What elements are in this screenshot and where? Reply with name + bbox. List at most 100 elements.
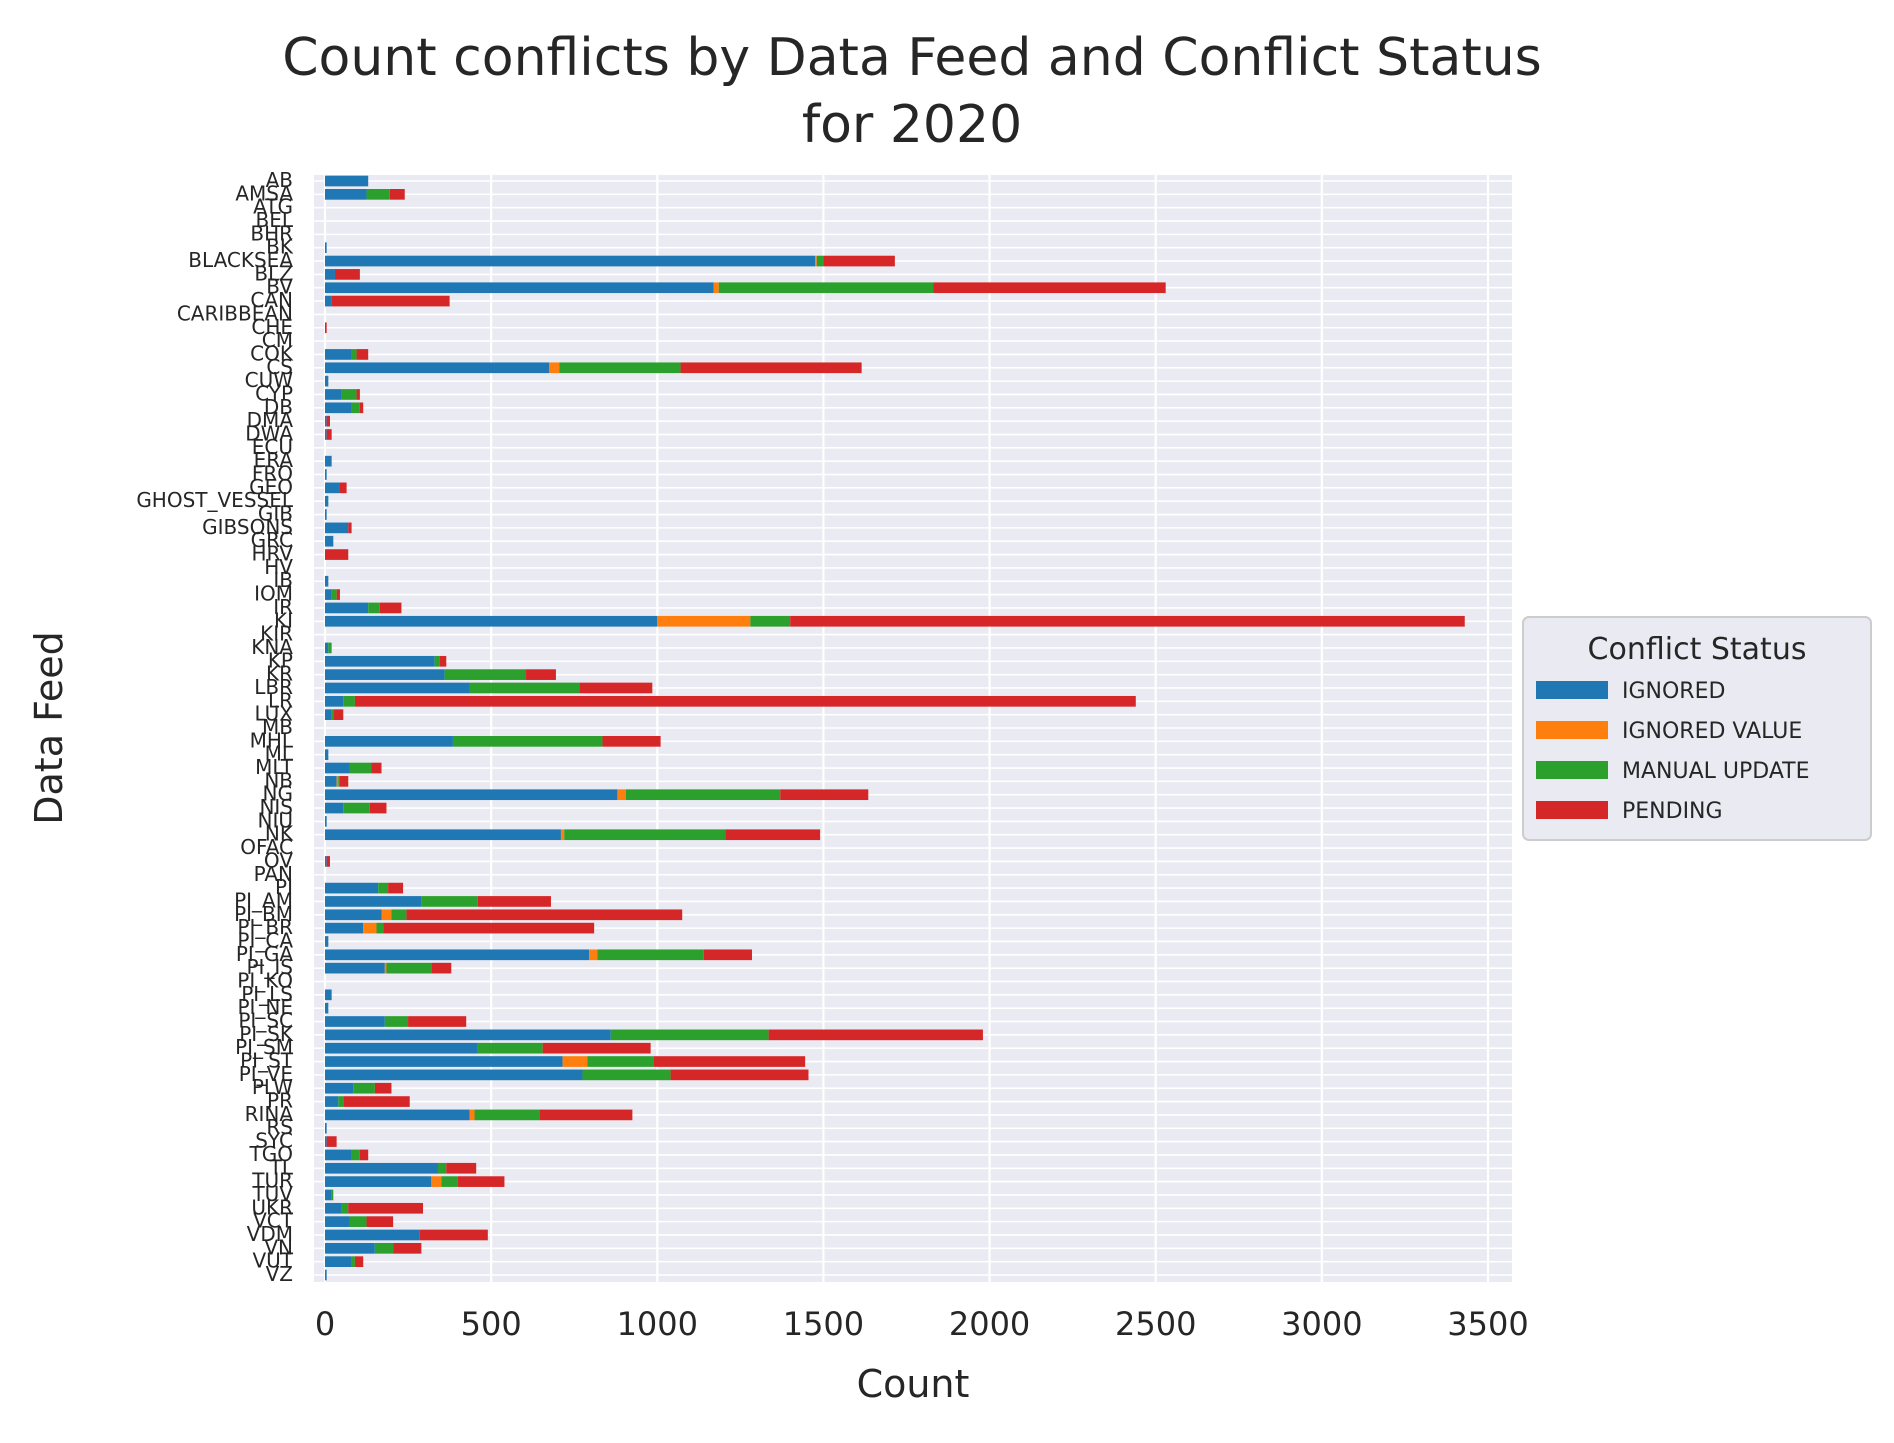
y-tick-label: PI_VE [239,1062,293,1086]
y-tick-label: GIB [258,502,293,526]
y-tick-label: PI_BR [237,915,293,939]
bar-pending [579,682,653,694]
bar-manual-update [437,1162,447,1174]
bar-pending [790,615,1465,627]
bar-ignored [325,776,337,787]
legend-items: IGNORED IGNORED VALUE MANUAL UPDATE PENDING [1536,679,1810,824]
bar-manual-update [816,255,824,267]
bar-manual-update [434,655,440,667]
y-tick-label: PI_GA [236,942,293,966]
bar-pending [602,736,661,747]
bar-pending [343,1096,410,1107]
bar-manual-update [351,1149,360,1161]
bar-manual-update [452,736,603,747]
y-tick-label: PI [275,875,293,899]
bar-ignored-value [562,1056,588,1067]
bar-ignored [325,495,329,507]
bar-ignored [325,482,340,494]
y-axis-label: Data Feed [27,631,71,824]
bar-pending [348,522,352,534]
bar-ignored [325,1069,583,1081]
y-tick-label: KI [274,608,293,632]
x-tick-label: 3000 [1281,1305,1362,1343]
bar-ignored-value [617,789,626,801]
bar-ignored-value [560,829,565,841]
bar-pending [408,1016,467,1027]
x-tick-label: 500 [461,1305,522,1343]
bar-manual-update [331,1189,334,1201]
y-tick-label: HV [264,555,293,579]
bar-ignored-value [589,949,598,961]
y-tick-label: CARIBBEAN [177,301,293,325]
bar-ignored [325,1149,352,1161]
legend: Conflict Status IGNORED IGNORED VALUE MANU… [1522,616,1872,841]
bar-pending [383,922,595,934]
bar-ignored [325,189,367,200]
y-tick-label: CAN [250,288,293,312]
bar-ignored [325,602,369,614]
bar-ignored [325,1042,478,1054]
x-tick-label: 0 [315,1305,335,1343]
bar-ignored [325,615,658,627]
bar-manual-update [351,402,360,414]
y-tick-label: OV [264,848,293,872]
bar-ignored [325,1242,375,1254]
bar-ignored [325,1202,342,1214]
bar-ignored [325,1096,339,1107]
bar-pending [326,1136,337,1147]
bar-pending [374,1082,392,1094]
bar-pending [526,669,556,680]
y-tick-label: KP [268,648,293,672]
y-tick-label: BLACKSEA [188,248,293,272]
bar-pending [379,602,402,614]
y-tick-label: KIR [260,622,293,646]
bar-ignored [325,896,422,907]
y-tick-label: PI_NE [237,995,293,1019]
bar-ignored [325,1136,327,1147]
bar-pending [393,1242,422,1254]
bar-pending [354,1256,364,1267]
y-tick-label: KNA [251,635,293,659]
y-tick-label: GRC [251,528,293,552]
x-axis-label: Count [857,1362,970,1406]
bar-pending [477,896,551,907]
bar-ignored [325,962,385,974]
bar-ignored [325,175,369,187]
y-tick-label: UKR [251,1195,293,1219]
legend-swatch [1536,721,1608,739]
x-tick-labels: 0 500 1000 1500 2000 2500 3000 3500 [315,1305,1529,1343]
bar-ignored [325,1189,332,1201]
bar-pending [325,549,349,560]
bar-pending [653,1056,806,1067]
bar-manual-update [331,589,337,600]
y-tick-label: NIU [258,808,294,832]
y-tick-label: ML [265,742,294,766]
x-tick-label: 2000 [949,1305,1030,1343]
bar-ignored [325,989,332,1001]
bar-ignored [325,762,350,774]
bar-ignored [325,282,714,294]
bar-ignored [325,509,327,520]
y-tick-label: TUR [251,1169,293,1193]
bar-ignored [325,1122,327,1134]
bar-ignored [325,802,344,814]
bar-ignored [325,695,344,707]
chart-title: Count conflicts by Data Feed and Conflic… [282,28,1542,88]
x-tick-label: 1000 [617,1305,698,1343]
y-tick-label: NG [263,782,293,806]
y-tick-label: BV [266,275,293,299]
y-tick-label: PI_SM [235,1035,293,1059]
bar-pending [768,1029,983,1041]
bar-ignored-value [549,362,560,374]
bar-ignored [325,936,329,947]
y-tick-label: TUV [251,1182,293,1206]
y-tick-label: PAN [254,862,293,886]
bar-pending [823,255,895,267]
y-tick-label: AMSA [235,181,293,205]
bar-ignored [325,535,334,547]
bar-manual-update [386,962,432,974]
bar-manual-update [343,695,355,707]
bar-ignored [325,242,327,254]
bar-manual-update [349,1216,367,1227]
